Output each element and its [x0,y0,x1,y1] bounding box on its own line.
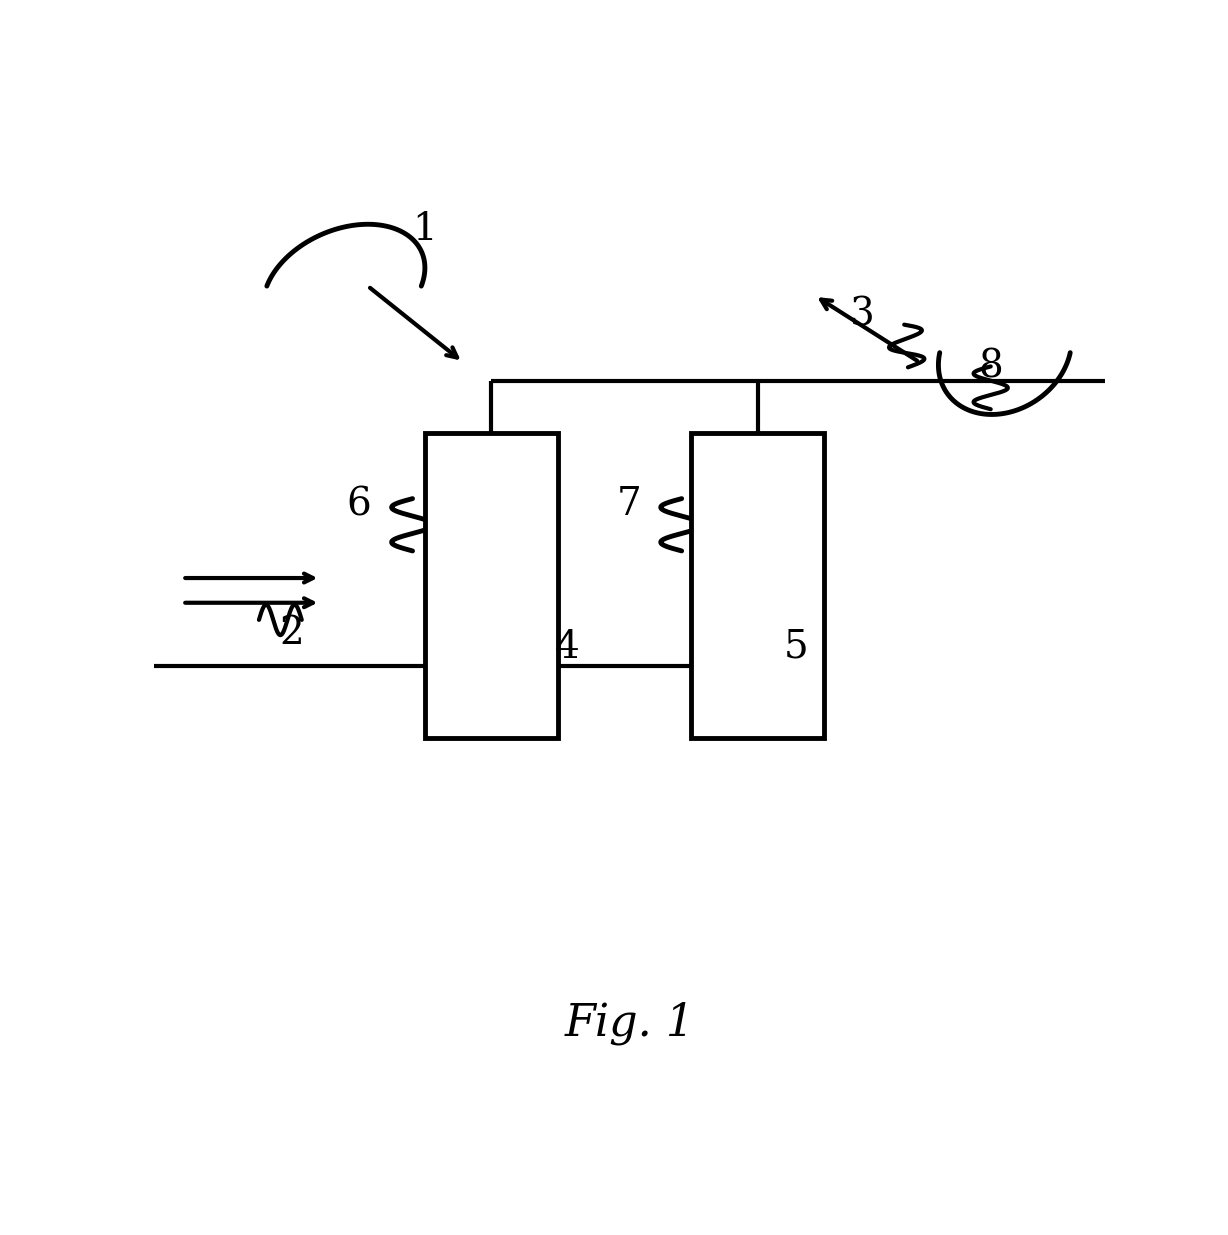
Text: 8: 8 [979,348,1003,385]
Text: 4: 4 [555,629,580,666]
Text: 1: 1 [413,210,437,247]
Text: 2: 2 [280,615,305,652]
Bar [425,433,558,737]
Text: 6: 6 [346,487,371,524]
Text: 5: 5 [783,629,808,666]
Text: 3: 3 [850,296,874,333]
Bar [691,433,824,737]
Text: Fig. 1: Fig. 1 [564,1002,695,1045]
Text: 7: 7 [616,487,642,524]
